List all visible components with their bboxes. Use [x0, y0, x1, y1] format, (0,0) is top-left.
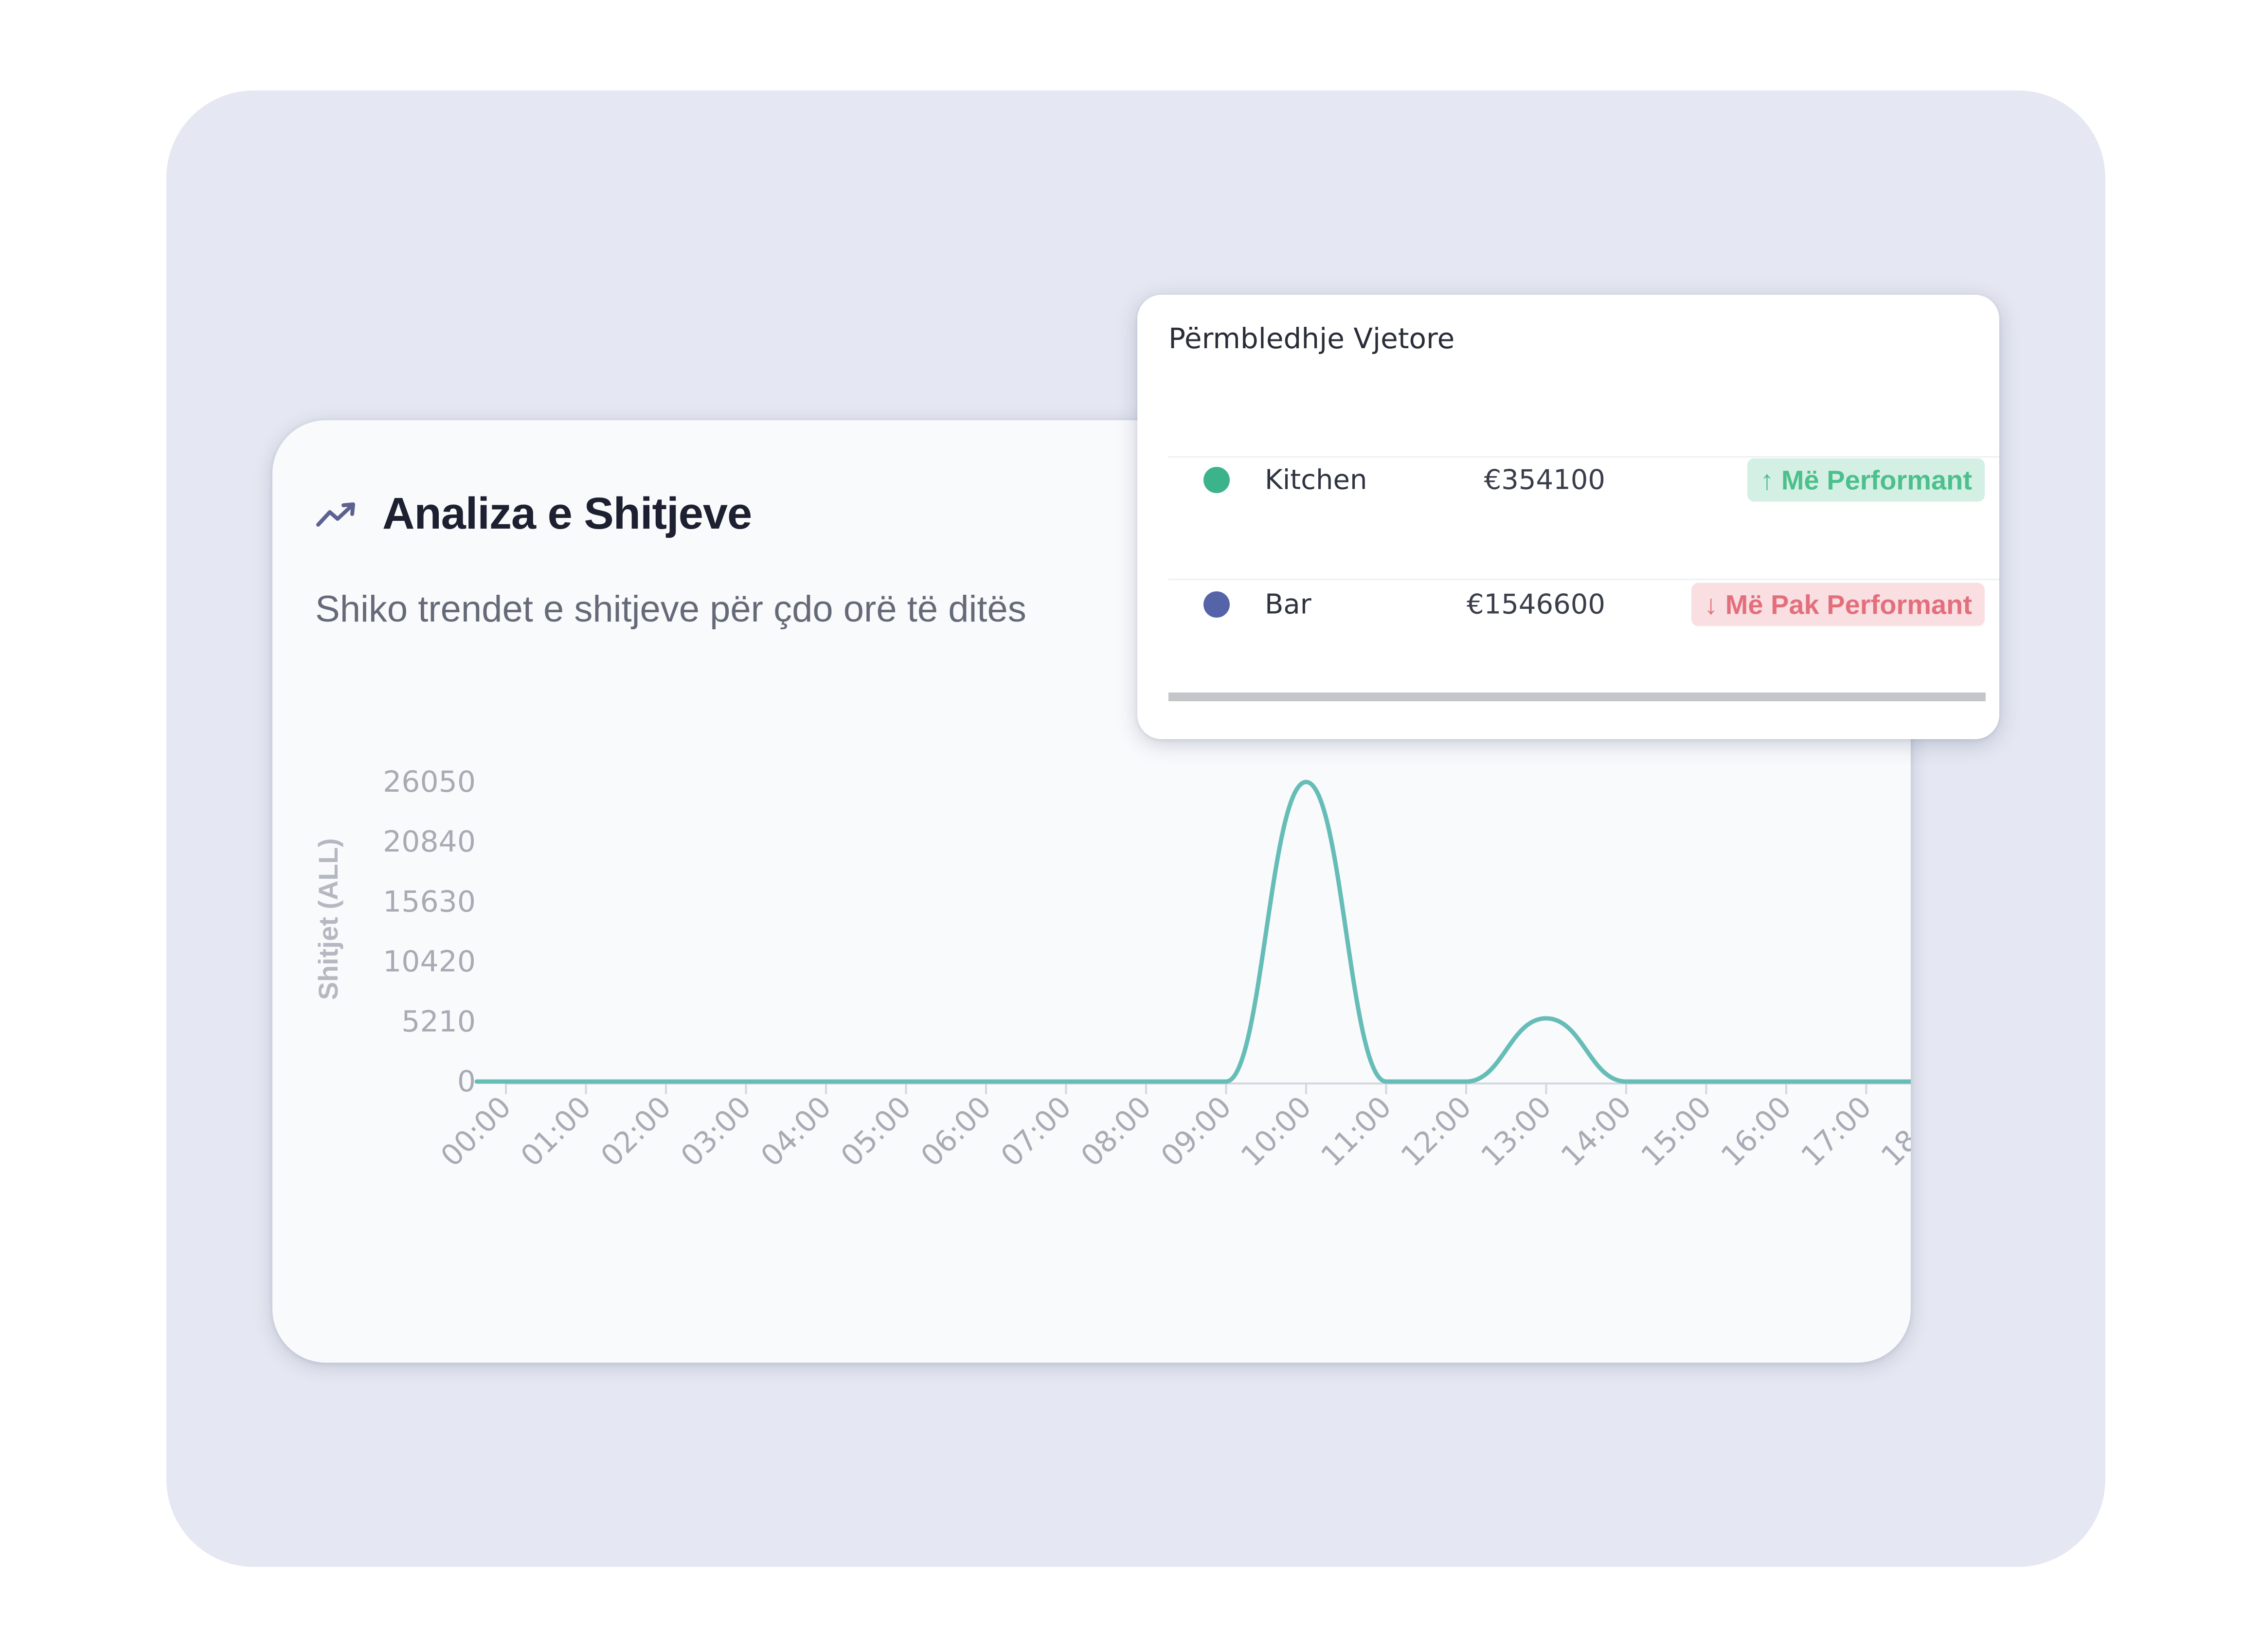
- row-value: €354100: [1484, 464, 1605, 496]
- row-value: €1546600: [1466, 588, 1605, 621]
- x-tick-label: 05:00: [834, 1090, 918, 1173]
- y-tick-label: 15630: [383, 885, 476, 919]
- y-tick-label: 0: [457, 1065, 476, 1099]
- row-name: Bar: [1265, 588, 1311, 621]
- popup-title: Përmbledhje Vjetore: [1168, 322, 1455, 355]
- status-dot: [1203, 467, 1230, 493]
- x-tick-label: 17:00: [1794, 1090, 1878, 1173]
- badge-label: Më Performant: [1781, 464, 1972, 496]
- data-point[interactable]: [1779, 1075, 1793, 1088]
- data-point[interactable]: [1059, 1075, 1073, 1088]
- divider: [1168, 456, 1999, 458]
- series-line: [474, 780, 1911, 1084]
- x-tick-label: 06:00: [915, 1090, 998, 1173]
- x-tick-label: 07:00: [994, 1090, 1078, 1173]
- status-dot: [1203, 591, 1230, 618]
- status-badge: ↑ Më Performant: [1747, 458, 1985, 502]
- x-tick-label: 03:00: [674, 1090, 758, 1173]
- annual-summary-popup: Përmbledhje Vjetore Kitchen €354100 ↑ Më…: [1137, 295, 1999, 739]
- data-point[interactable]: [1700, 1075, 1713, 1088]
- row-name: Kitchen: [1265, 464, 1367, 496]
- x-tick-label: 13:00: [1474, 1090, 1558, 1173]
- data-point[interactable]: [1220, 1075, 1233, 1088]
- card-title: Analiza e Shitjeve: [382, 489, 752, 538]
- y-tick-label: 10420: [383, 945, 476, 979]
- trending-up-icon: [316, 502, 355, 527]
- data-point[interactable]: [1139, 1075, 1153, 1088]
- data-point[interactable]: [819, 1075, 833, 1088]
- x-tick-label: 15:00: [1634, 1090, 1718, 1173]
- horizontal-scrollbar[interactable]: [1168, 693, 1986, 701]
- x-tick-label: 01:00: [514, 1090, 598, 1173]
- data-point[interactable]: [579, 1075, 593, 1088]
- x-tick-label: 02:00: [594, 1090, 678, 1173]
- card-subtitle: Shiko trendet e shitjeve për çdo orë të …: [315, 588, 1026, 630]
- data-point[interactable]: [1380, 1075, 1393, 1088]
- data-point[interactable]: [1619, 1075, 1633, 1088]
- y-tick-label: 5210: [401, 1005, 476, 1039]
- x-tick-label: 00:00: [434, 1090, 518, 1173]
- card-header: Analiza e Shitjeve: [316, 488, 752, 539]
- data-point[interactable]: [739, 1075, 753, 1088]
- data-point[interactable]: [979, 1075, 993, 1088]
- data-point[interactable]: [899, 1075, 913, 1088]
- data-point[interactable]: [1459, 1075, 1473, 1088]
- data-point[interactable]: [499, 1075, 513, 1088]
- data-point[interactable]: [1299, 775, 1313, 789]
- divider: [1168, 579, 1999, 580]
- x-tick-label: 08:00: [1075, 1090, 1158, 1173]
- x-tick-label: 16:00: [1715, 1090, 1798, 1173]
- summary-row-bar[interactable]: Bar €1546600 ↓ Më Pak Performant: [1168, 568, 1985, 641]
- x-tick-label: 09:00: [1154, 1090, 1238, 1173]
- x-tick-label: 11:00: [1314, 1090, 1398, 1173]
- y-tick-label: 20840: [383, 825, 476, 859]
- data-point[interactable]: [1540, 1012, 1553, 1025]
- summary-row-kitchen[interactable]: Kitchen €354100 ↑ Më Performant: [1168, 444, 1985, 516]
- x-tick-label: 14:00: [1555, 1090, 1638, 1173]
- arrow-up-icon: ↑: [1760, 464, 1774, 496]
- status-badge: ↓ Më Pak Performant: [1691, 583, 1985, 626]
- badge-label: Më Pak Performant: [1725, 589, 1972, 620]
- x-tick-label: 10:00: [1235, 1090, 1318, 1173]
- sales-line-chart: Shitjet (ALL) 26050 20840 15630 10420 5210 000…: [313, 765, 1911, 1173]
- x-tick-label: 18:00: [1875, 1090, 1911, 1173]
- x-tick-label: 04:00: [754, 1090, 838, 1173]
- y-axis-label: Shitjet (ALL): [313, 838, 343, 1000]
- y-tick-label: 26050: [383, 765, 476, 799]
- arrow-down-icon: ↓: [1704, 589, 1718, 620]
- x-tick-label: 12:00: [1395, 1090, 1478, 1173]
- data-point[interactable]: [1860, 1075, 1873, 1088]
- data-point[interactable]: [659, 1075, 673, 1088]
